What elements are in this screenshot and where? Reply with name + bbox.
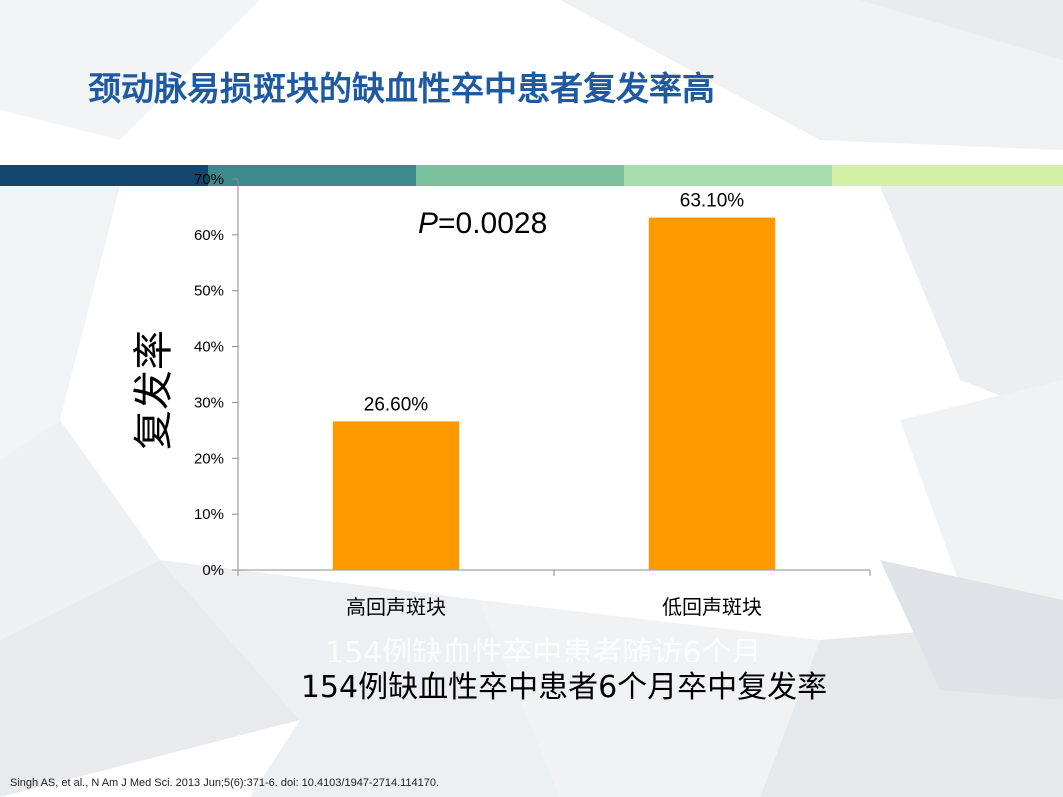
y-tick-label: 0% <box>202 562 224 579</box>
value-labels: 26.60% 63.10% <box>364 191 745 416</box>
bar-value-label: 26.60% <box>364 394 429 415</box>
ghost-subtitle-text: 154例缺血性卒中患者随访6个月 <box>325 636 762 662</box>
y-tick-label: 20% <box>194 450 224 467</box>
citation: Singh AS, et al., N Am J Med Sci. 2013 J… <box>10 777 440 789</box>
decorative-stripe <box>0 165 208 186</box>
y-axis-title: 复发率 <box>131 330 177 450</box>
x-category-label: 高回声斑块 <box>346 595 446 619</box>
bar <box>648 217 776 570</box>
slide-title: 颈动脉易损斑块的缺血性卒中患者复发率高 <box>88 69 715 108</box>
decorative-stripe <box>624 165 832 186</box>
y-axis: 0% 10% 20% 30% 40% 50% 60% 70% <box>194 171 239 579</box>
chart-subtitle: 154例缺血性卒中患者6个月卒中复发率 <box>300 670 828 705</box>
y-tick-label: 40% <box>194 339 224 356</box>
bar-value-label: 63.10% <box>680 191 745 212</box>
y-tick-label: 10% <box>194 506 224 523</box>
x-axis: 高回声斑块 低回声斑块 <box>237 569 871 619</box>
y-tick-label: 70% <box>194 171 224 188</box>
y-tick-label: 50% <box>194 283 224 300</box>
p-value-italic: P <box>418 207 438 240</box>
decorative-stripe <box>208 165 416 186</box>
x-category-label: 低回声斑块 <box>662 595 762 619</box>
decorative-stripe <box>416 165 624 186</box>
p-value-annotation: P=0.0028 <box>418 207 547 240</box>
decorative-stripe <box>832 165 1063 186</box>
y-tick-label: 30% <box>194 394 224 411</box>
y-tick-label: 60% <box>194 227 224 244</box>
p-value-text: =0.0028 <box>438 207 547 240</box>
bars <box>332 217 776 570</box>
bar <box>332 421 460 570</box>
